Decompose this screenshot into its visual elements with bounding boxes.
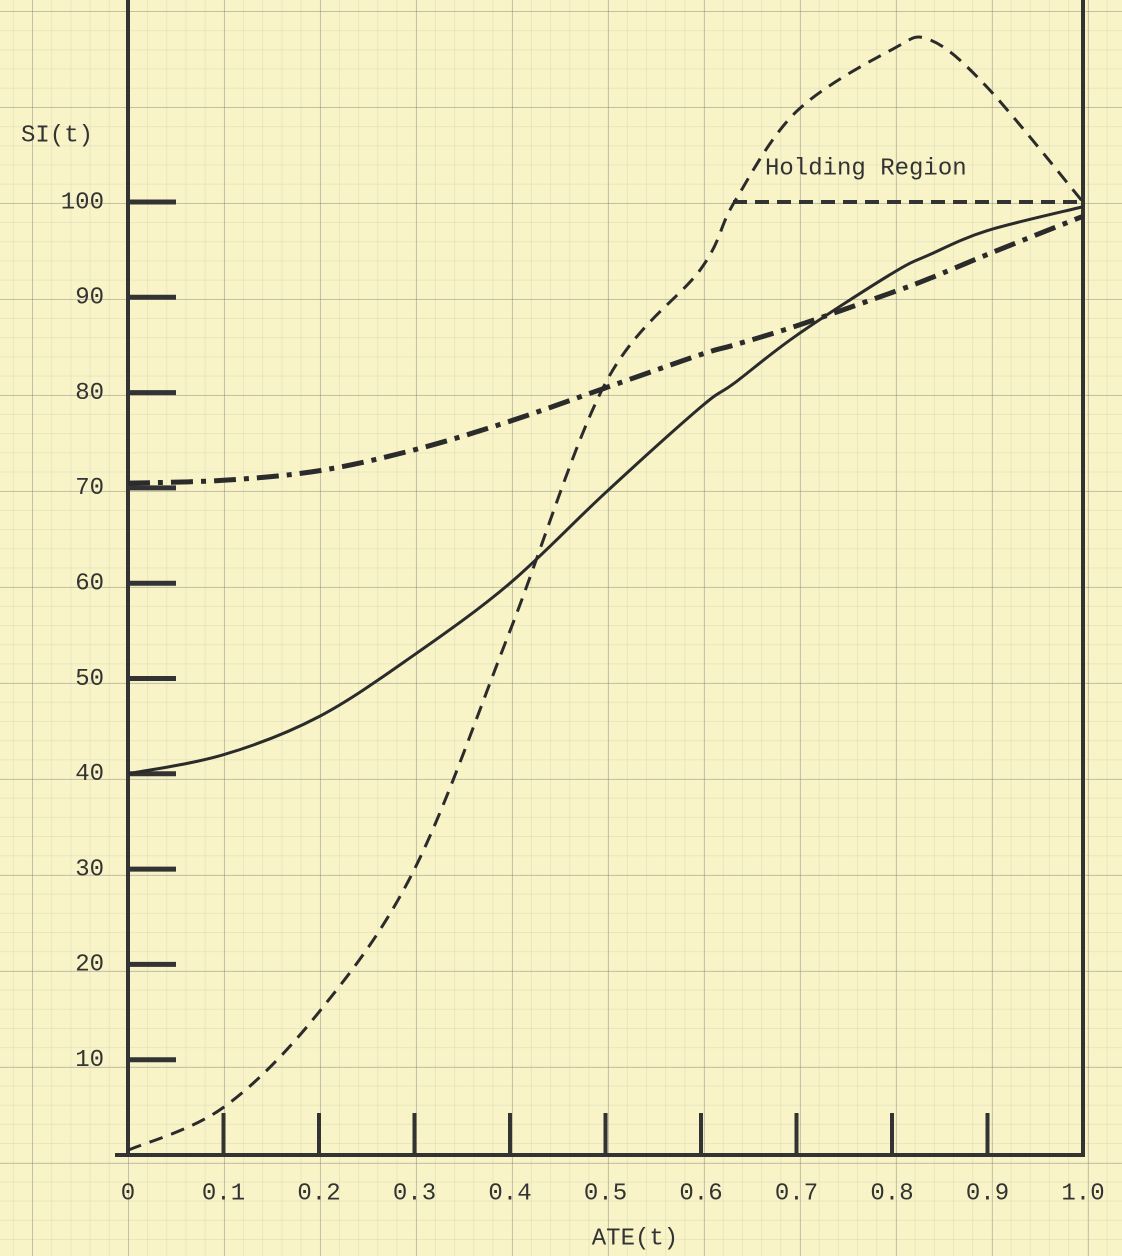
- x-tick-label: 0.7: [775, 1180, 818, 1207]
- series-line: [127, 35, 1085, 1152]
- x-axis-label: ATE(t): [592, 1225, 678, 1252]
- x-tick-label: 1.0: [1061, 1180, 1104, 1207]
- y-tick-label: 50: [75, 666, 104, 693]
- x-tick-label: 0.2: [297, 1180, 340, 1207]
- x-tick-label: 0: [121, 1180, 135, 1207]
- y-tick-label: 80: [75, 380, 104, 407]
- y-tick-label: 70: [75, 475, 104, 502]
- y-axis-label: SI(t): [21, 122, 93, 149]
- y-tick-label: 40: [75, 761, 104, 788]
- y-tick-label: 20: [75, 952, 104, 979]
- x-tick-label: 0.4: [488, 1180, 531, 1207]
- x-tick-label: 0.6: [679, 1180, 722, 1207]
- y-tick-label: 30: [75, 856, 104, 883]
- y-tick-label: 60: [75, 571, 104, 598]
- x-tick-label: 0.1: [202, 1180, 245, 1207]
- x-tick-label: 0.3: [393, 1180, 436, 1207]
- annotation: Holding Region: [765, 155, 967, 182]
- y-tick-label: 100: [61, 189, 104, 216]
- x-tick-label: 0.8: [870, 1180, 913, 1207]
- y-tick-label: 10: [75, 1047, 104, 1074]
- y-tick-label: 90: [75, 285, 104, 312]
- x-tick-label: 0.9: [966, 1180, 1009, 1207]
- series-line: [127, 213, 1084, 486]
- x-tick-label: 0.5: [584, 1180, 627, 1207]
- series-line: [127, 205, 1084, 776]
